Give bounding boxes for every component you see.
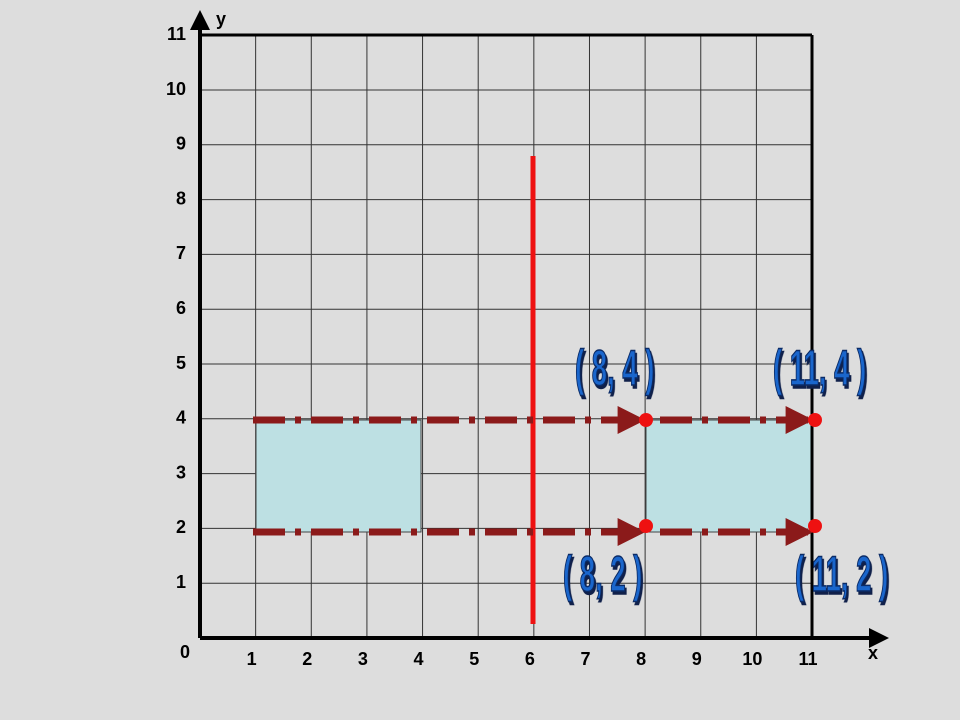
point-label: ( 8, 4 ) xyxy=(575,339,654,396)
translated-rectangle xyxy=(645,419,813,533)
point-label: ( 11, 2 ) xyxy=(795,545,888,602)
original-rectangle xyxy=(255,419,422,533)
y-tick-label: 8 xyxy=(176,188,186,208)
point-label: ( 8, 2 ) xyxy=(563,545,642,602)
y-tick-label: 4 xyxy=(176,408,186,428)
x-tick-label: 2 xyxy=(302,649,312,669)
x-tick-label: 8 xyxy=(636,649,646,669)
x-axis-label: x xyxy=(868,643,878,663)
y-tick-label: 9 xyxy=(176,134,186,154)
x-tick-label: 4 xyxy=(414,649,424,669)
point xyxy=(808,519,822,533)
point xyxy=(639,413,653,427)
x-tick-label: 10 xyxy=(742,649,762,669)
y-tick-label: 6 xyxy=(176,298,186,318)
x-tick-label: 9 xyxy=(692,649,702,669)
y-tick-label: 2 xyxy=(176,517,186,537)
point xyxy=(639,519,653,533)
x-tick-label: 7 xyxy=(580,649,590,669)
point xyxy=(808,413,822,427)
x-tick-label: 5 xyxy=(469,649,479,669)
y-tick-label: 11 xyxy=(167,24,186,44)
origin-label: 0 xyxy=(180,642,190,662)
point-label: ( 11, 4 ) xyxy=(773,339,866,396)
x-tick-label: 6 xyxy=(525,649,535,669)
y-tick-label: 10 xyxy=(166,79,186,99)
y-tick-label: 5 xyxy=(176,353,186,373)
y-tick-label: 7 xyxy=(176,243,186,263)
y-axis-label: y xyxy=(216,9,226,29)
y-tick-label: 1 xyxy=(176,572,186,592)
x-tick-label: 11 xyxy=(799,649,818,669)
x-tick-label: 1 xyxy=(247,649,257,669)
x-tick-label: 3 xyxy=(358,649,368,669)
y-tick-label: 3 xyxy=(176,462,186,482)
